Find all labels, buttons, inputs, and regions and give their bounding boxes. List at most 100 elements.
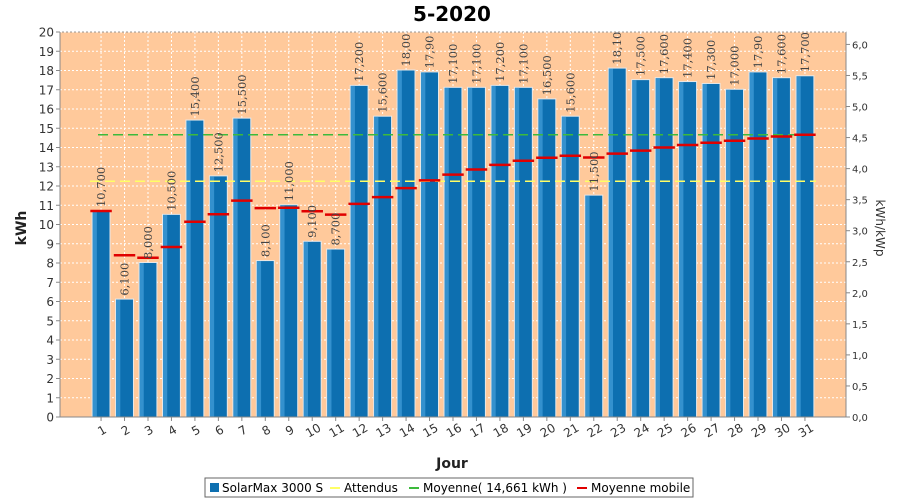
bar-highlight: [749, 72, 754, 418]
data-label: 17,400: [681, 38, 695, 78]
x-tick-label: 15: [420, 421, 440, 441]
data-label: 15,400: [188, 76, 202, 116]
bar-highlight: [374, 116, 379, 417]
x-tick-label: 1: [95, 423, 109, 439]
legend-swatch-bar: [210, 483, 219, 492]
y-right-tick-label: 5,5: [852, 71, 868, 82]
data-label: 17,000: [728, 46, 742, 86]
data-label: 17,90: [423, 35, 437, 68]
y-tick-label: 4: [46, 334, 54, 348]
y-right-tick-label: 6,0: [852, 40, 868, 51]
y-right-tick-label: 2,5: [852, 258, 868, 269]
y-axis-right-ticks: 0,0 0,5 1,0 1,5 2,0 2,5 3,0 3,5 4,0 4,5 5,0 5,5 6,0: [845, 32, 868, 424]
data-label: 15,600: [376, 72, 390, 112]
data-label: 12,500: [211, 132, 225, 172]
x-tick-label: 23: [608, 421, 628, 441]
data-label: 8,000: [141, 226, 155, 259]
data-label: 11,000: [282, 161, 296, 201]
y-right-tick-label: 2,0: [852, 289, 868, 300]
legend-label: Attendus: [344, 481, 398, 495]
x-tick-label: 2: [119, 423, 133, 439]
legend-label: Moyenne( 14,661 kWh ): [423, 481, 567, 495]
bar-highlight: [256, 261, 262, 417]
bar-highlight: [632, 80, 637, 417]
x-tick-label: 25: [655, 421, 675, 441]
y-tick-label: 9: [46, 237, 54, 251]
legend-label: Moyenne mobile: [591, 481, 690, 495]
bar-highlight: [796, 76, 801, 418]
moving-average-series: [90, 133, 816, 260]
x-axis-ticks: 1 2 3 4 5 6 7 8 9 10 11 12 13 14 15 16 17 18 19 20 21 22 23 24 2…: [60, 416, 846, 441]
bar-highlight: [280, 205, 285, 417]
x-tick-label: 8: [259, 423, 273, 439]
y-right-tick-label: 1,0: [852, 351, 868, 362]
y-right-tick-label: 4,0: [852, 165, 868, 176]
data-label: 17,90: [751, 35, 765, 68]
x-tick-label: 16: [444, 421, 464, 441]
data-label: 11,500: [587, 151, 601, 191]
bar-highlight: [92, 211, 97, 417]
y-tick-label: 20: [39, 26, 54, 40]
data-label: 17,100: [446, 44, 460, 84]
y-tick-label: 18: [39, 64, 54, 78]
bar-highlight: [163, 214, 168, 417]
y-tick-label: 16: [39, 103, 54, 117]
data-label: 16,500: [540, 55, 554, 95]
x-tick-label: 20: [538, 421, 558, 441]
x-tick-label: 26: [679, 421, 699, 441]
data-label: 18,00: [399, 34, 413, 67]
bar-highlight: [514, 87, 520, 417]
y-axis-right-title: kWh/kWp: [873, 200, 887, 257]
bar-highlight: [350, 85, 355, 418]
bar-highlight: [726, 89, 731, 417]
legend-label: SolarMax 3000 S: [222, 481, 323, 495]
bar-highlight: [538, 99, 543, 417]
y-tick-label: 0: [46, 411, 54, 425]
bar-highlight: [773, 78, 778, 417]
data-label: 17,100: [469, 44, 483, 84]
bar-highlight: [327, 249, 332, 417]
x-tick-label: 10: [303, 421, 323, 441]
bar-highlight: [303, 241, 309, 417]
x-tick-label: 21: [561, 421, 581, 441]
y-right-tick-label: 3,5: [852, 196, 868, 207]
data-label: 8,100: [258, 224, 272, 257]
y-tick-label: 15: [39, 122, 54, 136]
y-right-tick-label: 4,5: [852, 134, 868, 145]
x-tick-label: 29: [749, 421, 769, 441]
x-tick-label: 14: [397, 421, 417, 441]
data-label: 17,300: [704, 40, 718, 80]
x-tick-label: 4: [166, 423, 180, 439]
y-tick-label: 5: [46, 314, 54, 328]
bar-highlight: [444, 87, 449, 417]
data-label: 17,500: [634, 36, 648, 76]
x-tick-label: 7: [236, 423, 250, 439]
data-label: 18,10: [610, 32, 624, 65]
x-tick-label: 11: [327, 421, 347, 441]
bar-highlight: [702, 83, 707, 417]
x-tick-label: 22: [585, 421, 605, 441]
bars: [91, 67, 815, 418]
x-tick-label: 24: [632, 421, 652, 441]
bar-highlight: [561, 116, 567, 417]
x-tick-label: 12: [350, 421, 370, 441]
data-label: 15,600: [563, 72, 577, 112]
data-label: 15,500: [235, 74, 249, 114]
y-tick-label: 3: [46, 353, 54, 367]
y-right-tick-label: 1,5: [852, 320, 868, 331]
x-tick-label: 6: [213, 423, 227, 439]
bar-highlight: [209, 176, 215, 417]
x-tick-label: 13: [373, 421, 393, 441]
bar-highlight: [139, 263, 144, 417]
data-label: 17,600: [774, 34, 788, 74]
data-label: 8,700: [329, 213, 343, 246]
x-tick-label: 27: [702, 421, 722, 441]
y-tick-label: 19: [39, 45, 54, 59]
y-tick-label: 7: [46, 276, 54, 290]
bar-highlight: [421, 72, 426, 418]
bar-highlight: [491, 85, 496, 418]
y-tick-label: 11: [39, 199, 54, 213]
y-axis-title: kWh: [14, 211, 30, 246]
